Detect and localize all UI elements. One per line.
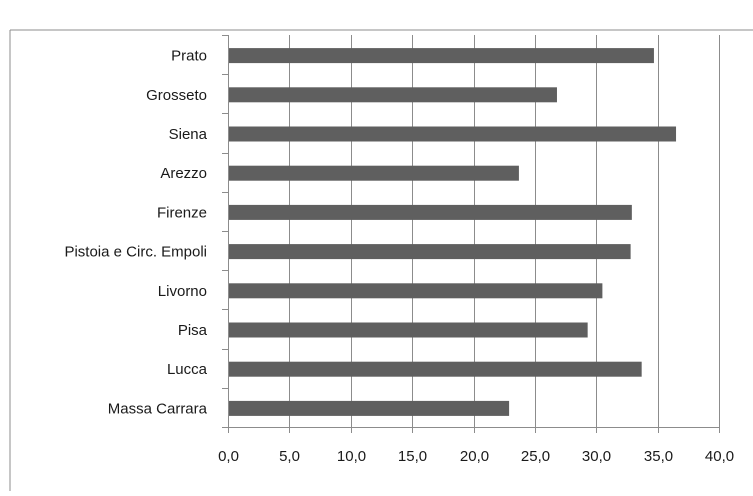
bar [229,322,588,338]
x-tick-label: 5,0 [279,448,300,465]
bar [229,204,632,220]
category-label: Grosseto [146,87,207,104]
category-label: Firenze [157,204,207,221]
category-label: Massa Carrara [108,400,208,417]
category-label: Lucca [167,361,208,378]
axes [222,35,719,428]
category-labels: Prato Grosseto Siena Arezzo Firenze Pistoia e… [64,48,207,418]
bar [229,283,603,299]
bar [229,126,677,142]
category-label: Pistoia e Circ. Empoli [64,244,207,261]
x-tick-label: 25,0 [521,448,550,465]
category-label: Siena [169,126,208,143]
bar [229,48,654,64]
x-tick-label: 10,0 [337,448,366,465]
category-label: Pisa [178,322,208,339]
x-tick-label: 15,0 [398,448,427,465]
bar [229,244,631,260]
x-tick-label: 30,0 [582,448,611,465]
x-tick-label: 40,0 [705,448,734,465]
x-tick-label: 20,0 [460,448,489,465]
bar [229,400,510,416]
bar [229,361,642,377]
category-label: Livorno [158,283,207,300]
category-label: Arezzo [160,165,207,182]
category-label: Prato [171,48,207,65]
bar [229,87,557,103]
x-tick-label: 0,0 [218,448,239,465]
x-tick-label: 35,0 [644,448,673,465]
bar [229,165,519,181]
x-tick-labels: 0,0 5,0 10,0 15,0 20,0 25,0 30,0 35,0 40,0 [218,448,734,465]
bars [229,48,677,416]
